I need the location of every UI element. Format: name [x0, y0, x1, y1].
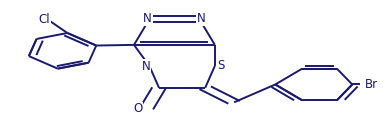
Text: O: O [133, 102, 142, 115]
Text: S: S [217, 59, 225, 72]
Text: N: N [142, 60, 151, 72]
Text: Br: Br [365, 78, 378, 91]
Text: Cl: Cl [38, 13, 50, 26]
Text: N: N [143, 12, 152, 25]
Text: N: N [197, 12, 206, 25]
